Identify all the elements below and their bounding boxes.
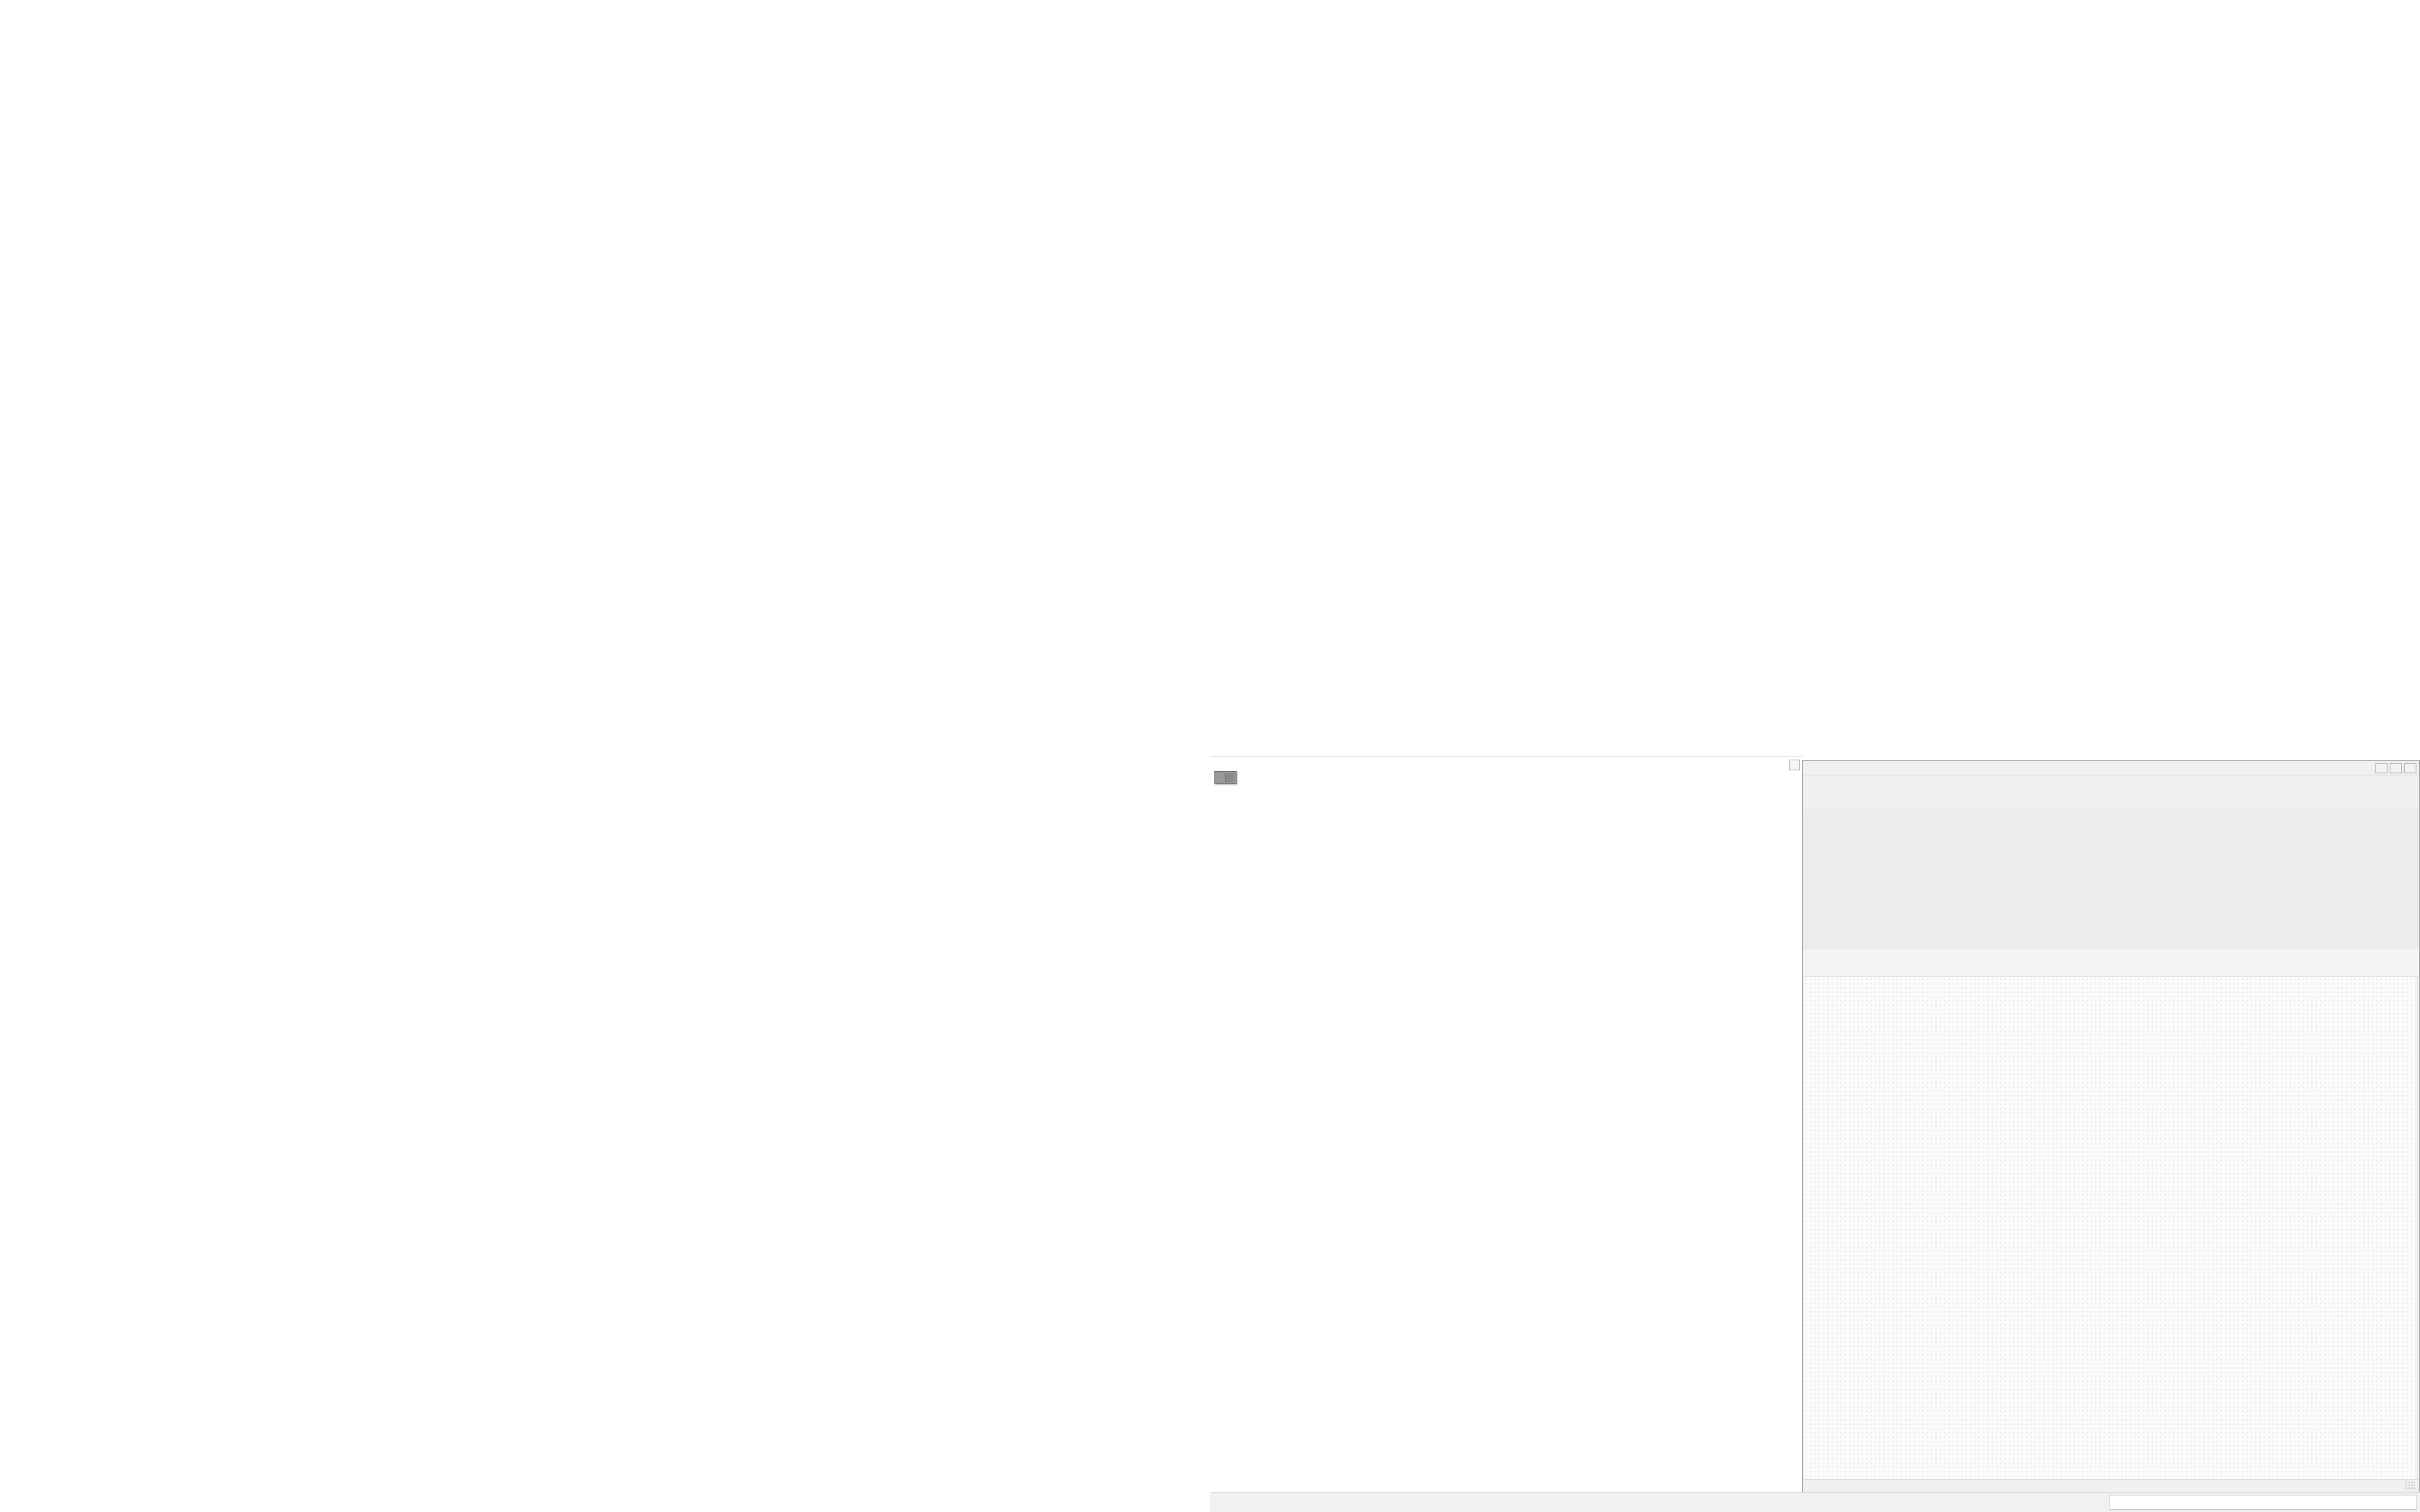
taskbar [1210,1492,2420,1512]
grasshopper-window [1802,760,2420,1492]
quadrant-top-right [1210,0,2420,756]
canvas-statusbar [1803,1479,2419,1492]
resize-grip-icon[interactable] [2405,1481,2415,1490]
node-canvas[interactable] [1804,977,2415,1479]
quadrant-bottom-left [0,756,1210,1512]
apollonian-fractal-canvas[interactable] [1210,783,1802,1491]
viewport-tab-top[interactable] [1214,771,1237,784]
wire-layer [1804,977,2415,1479]
screenshot [1210,756,2420,1512]
component-palette [1803,809,2419,950]
close-button[interactable] [2404,763,2416,773]
quadrant-bottom-right [1210,756,2420,1512]
component-tab-strip [1806,790,2418,809]
system-monitor [2109,1495,2417,1510]
chevron-down-icon[interactable] [1225,773,1234,782]
grasshopper-titlebar[interactable] [1803,761,2419,775]
close-icon[interactable] [1789,760,1800,770]
quadrant-top-left [0,0,1210,756]
window-buttons [2375,763,2416,773]
maximize-button[interactable] [2390,763,2402,773]
canvas-toolbar [1803,950,2419,977]
rhino-viewport-panel[interactable] [1210,756,1802,1493]
minimize-button[interactable] [2375,763,2388,773]
